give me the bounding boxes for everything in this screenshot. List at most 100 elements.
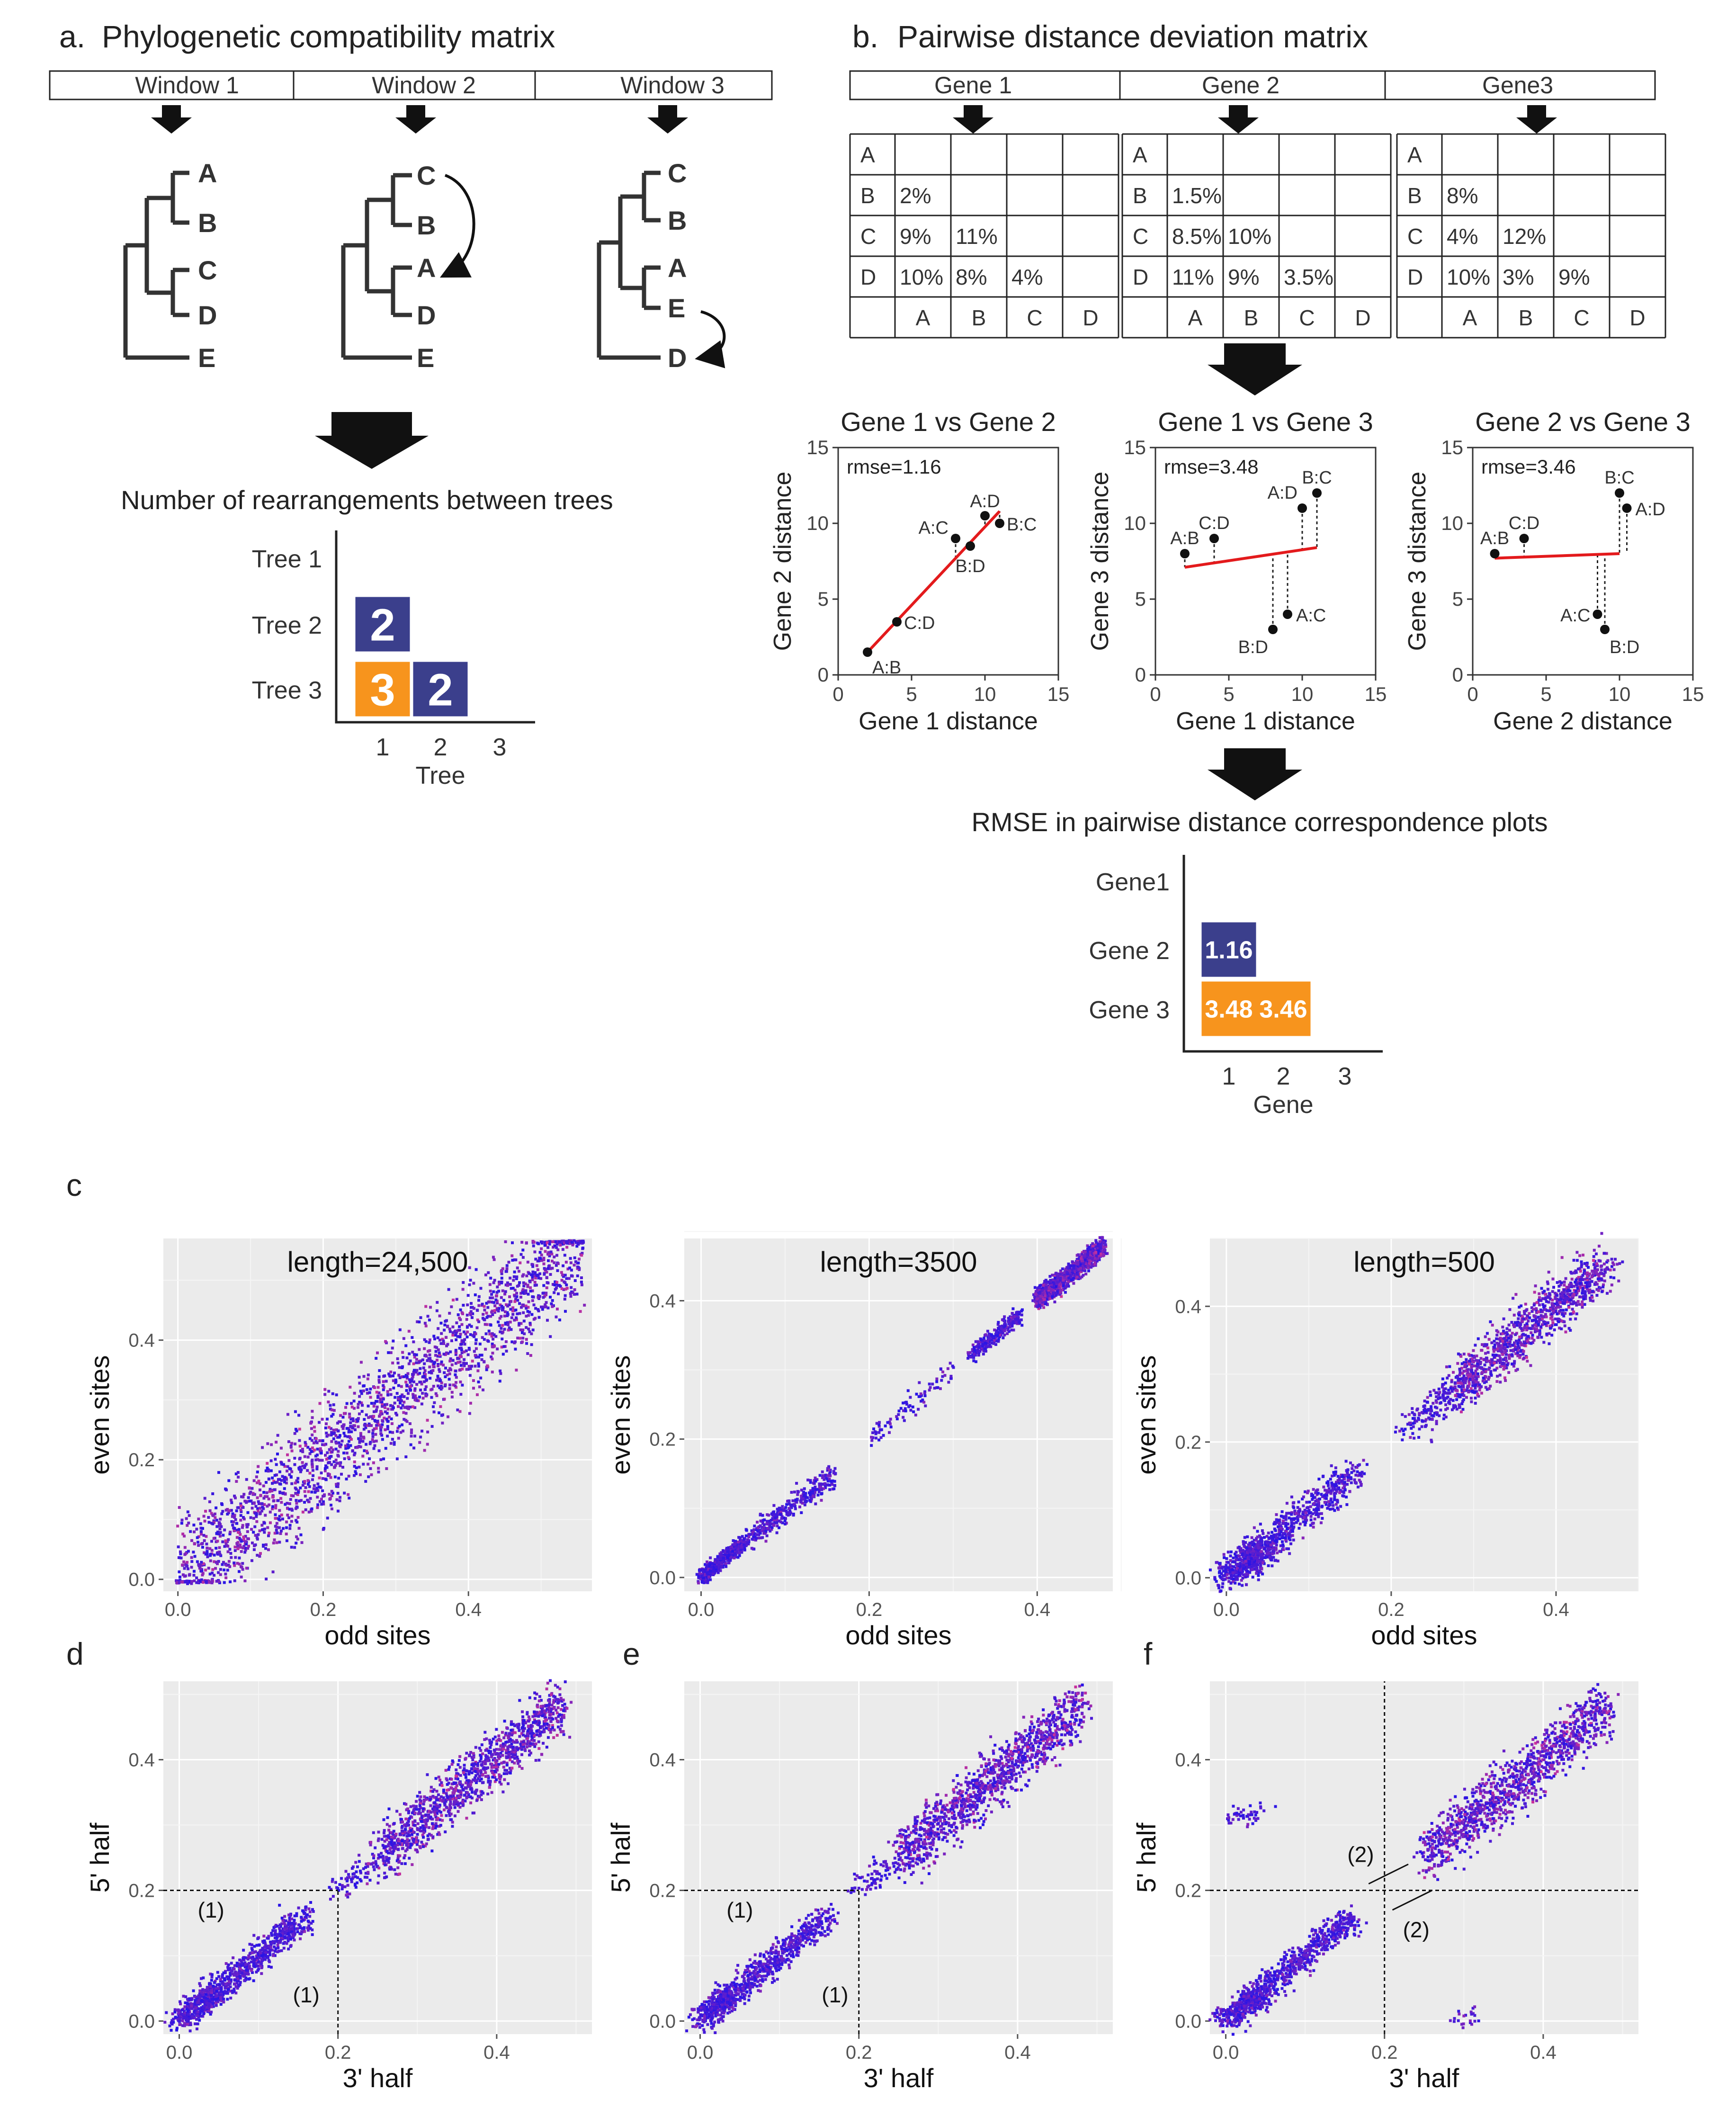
density-point [761,1536,764,1539]
density-point [1062,1279,1065,1282]
heatmap-cell-value: 3 [370,665,395,716]
density-point [236,1545,240,1548]
density-point [774,1516,777,1519]
density-point [1080,1265,1083,1268]
density-point [427,1357,430,1360]
density-point [1075,1269,1079,1273]
density-point [373,1427,376,1430]
density-point [321,1443,324,1446]
density-point [699,1569,703,1572]
data-point [1180,549,1190,558]
density-point [243,1551,247,1554]
density-point [315,1487,319,1490]
density-point [458,1325,461,1328]
density-point [350,1402,353,1405]
density-point [791,1504,794,1507]
density-point [177,1545,180,1549]
y-tick-label: 0 [1135,664,1146,686]
density-point [462,1340,465,1343]
density-point [244,1548,247,1552]
density-point [218,1551,221,1554]
density-point [546,1306,550,1310]
density-point [408,1352,411,1355]
density-point [740,1551,743,1554]
density-point [828,1483,832,1487]
density-point [227,1479,231,1482]
density-point [264,1469,268,1472]
density-point [573,1256,576,1259]
density-point [939,1367,942,1371]
density-point [252,1516,255,1520]
density-point [456,1313,460,1317]
density-point [312,1474,315,1477]
density-point [416,1320,419,1323]
density-point [1007,1319,1010,1323]
density-point [331,1392,334,1395]
density-point [274,1513,277,1516]
density-point [537,1296,540,1299]
density-point [278,1490,282,1494]
density-point [564,1294,567,1297]
density-point [1056,1281,1059,1284]
density-point [277,1499,280,1502]
density-point [1088,1259,1091,1262]
density-point [818,1474,822,1477]
matrix-col-label: C [1299,305,1315,330]
density-point [327,1461,330,1464]
density-point [458,1317,461,1320]
density-point [412,1340,415,1344]
density-point [435,1379,438,1382]
density-point [759,1532,762,1535]
density-point [519,1295,522,1299]
density-point [183,1546,187,1549]
density-point [489,1276,492,1280]
density-point [793,1505,796,1508]
density-point [1054,1292,1057,1295]
density-point [439,1321,443,1325]
density-point [310,1439,313,1442]
matrix-cell-value: 9% [1558,265,1590,289]
density-point [570,1241,573,1244]
density-point [1033,1295,1037,1299]
density-point [1033,1286,1037,1289]
density-point [433,1345,437,1348]
density-point [283,1487,286,1490]
density-point [436,1355,439,1358]
heatmap-row-label: Tree 1 [252,546,322,573]
data-point [892,617,902,627]
density-point [286,1465,289,1468]
density-point [404,1455,408,1459]
density-point [720,1554,723,1557]
density-point [784,1517,787,1520]
density-point [331,1413,335,1416]
density-point [1102,1246,1105,1249]
density-point [418,1361,421,1364]
density-point [1046,1280,1049,1283]
density-point [554,1244,557,1247]
density-point [503,1292,507,1296]
density-point [310,1509,313,1513]
heatmap-cell [355,662,410,717]
matrix-cell-value: 10% [1228,224,1271,249]
density-point [431,1405,435,1408]
density-point [752,1528,756,1531]
density-point [569,1295,573,1298]
heatmap-row-label: Gene1 [1096,869,1170,896]
density-point [530,1313,534,1316]
density-point [316,1503,320,1507]
density-point [335,1442,338,1445]
density-point [263,1522,266,1525]
x-tick-label: 0 [1150,683,1161,705]
density-point [219,1568,222,1571]
density-point [1060,1276,1064,1279]
density-point [325,1458,328,1461]
density-point [313,1426,316,1429]
density-point [471,1312,474,1315]
density-point [294,1442,297,1445]
density-point [1079,1267,1083,1270]
density-point [241,1562,244,1565]
density-point [231,1512,234,1516]
density-point [904,1409,907,1413]
density-point [716,1565,720,1568]
